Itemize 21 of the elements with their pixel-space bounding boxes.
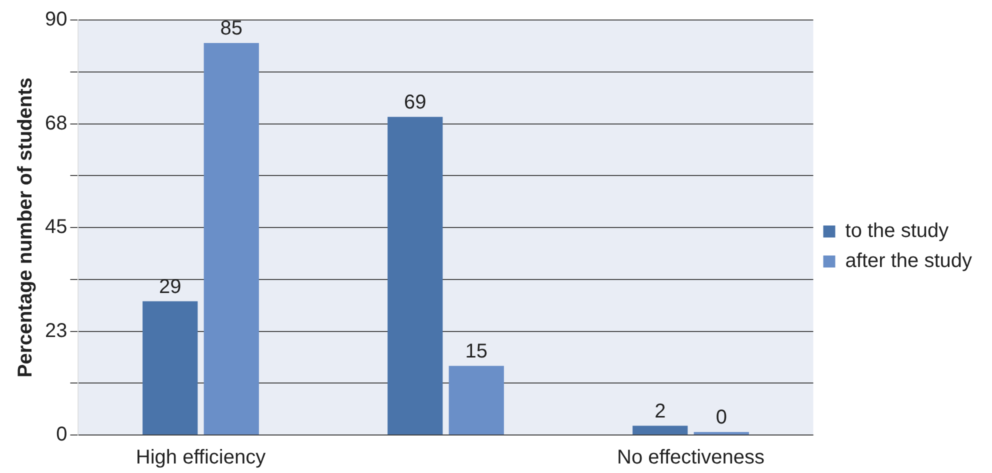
x-tick-label: No effectiveness xyxy=(617,446,765,469)
data-label: 29 xyxy=(159,276,182,298)
bar xyxy=(632,426,688,434)
data-label: 85 xyxy=(220,18,242,40)
legend-label: to the study xyxy=(845,220,949,242)
y-tick-label: 45 xyxy=(44,216,68,238)
data-label: 69 xyxy=(404,91,426,114)
bar xyxy=(142,301,198,434)
y-tick-label: 90 xyxy=(44,8,68,31)
y-tick-label: 0 xyxy=(56,424,68,446)
bar xyxy=(388,116,443,434)
data-label: 15 xyxy=(465,340,488,362)
y-axis-title: Percentage number of students xyxy=(14,77,37,378)
y-tick-label: 23 xyxy=(44,320,68,342)
y-tick-label: 68 xyxy=(44,112,68,134)
bar xyxy=(204,43,259,434)
x-tick-label: High efficiency xyxy=(136,446,266,469)
data-label: 2 xyxy=(654,400,666,422)
bar xyxy=(448,366,504,434)
legend-label: after the study xyxy=(845,250,972,272)
data-label: 0 xyxy=(716,406,727,429)
